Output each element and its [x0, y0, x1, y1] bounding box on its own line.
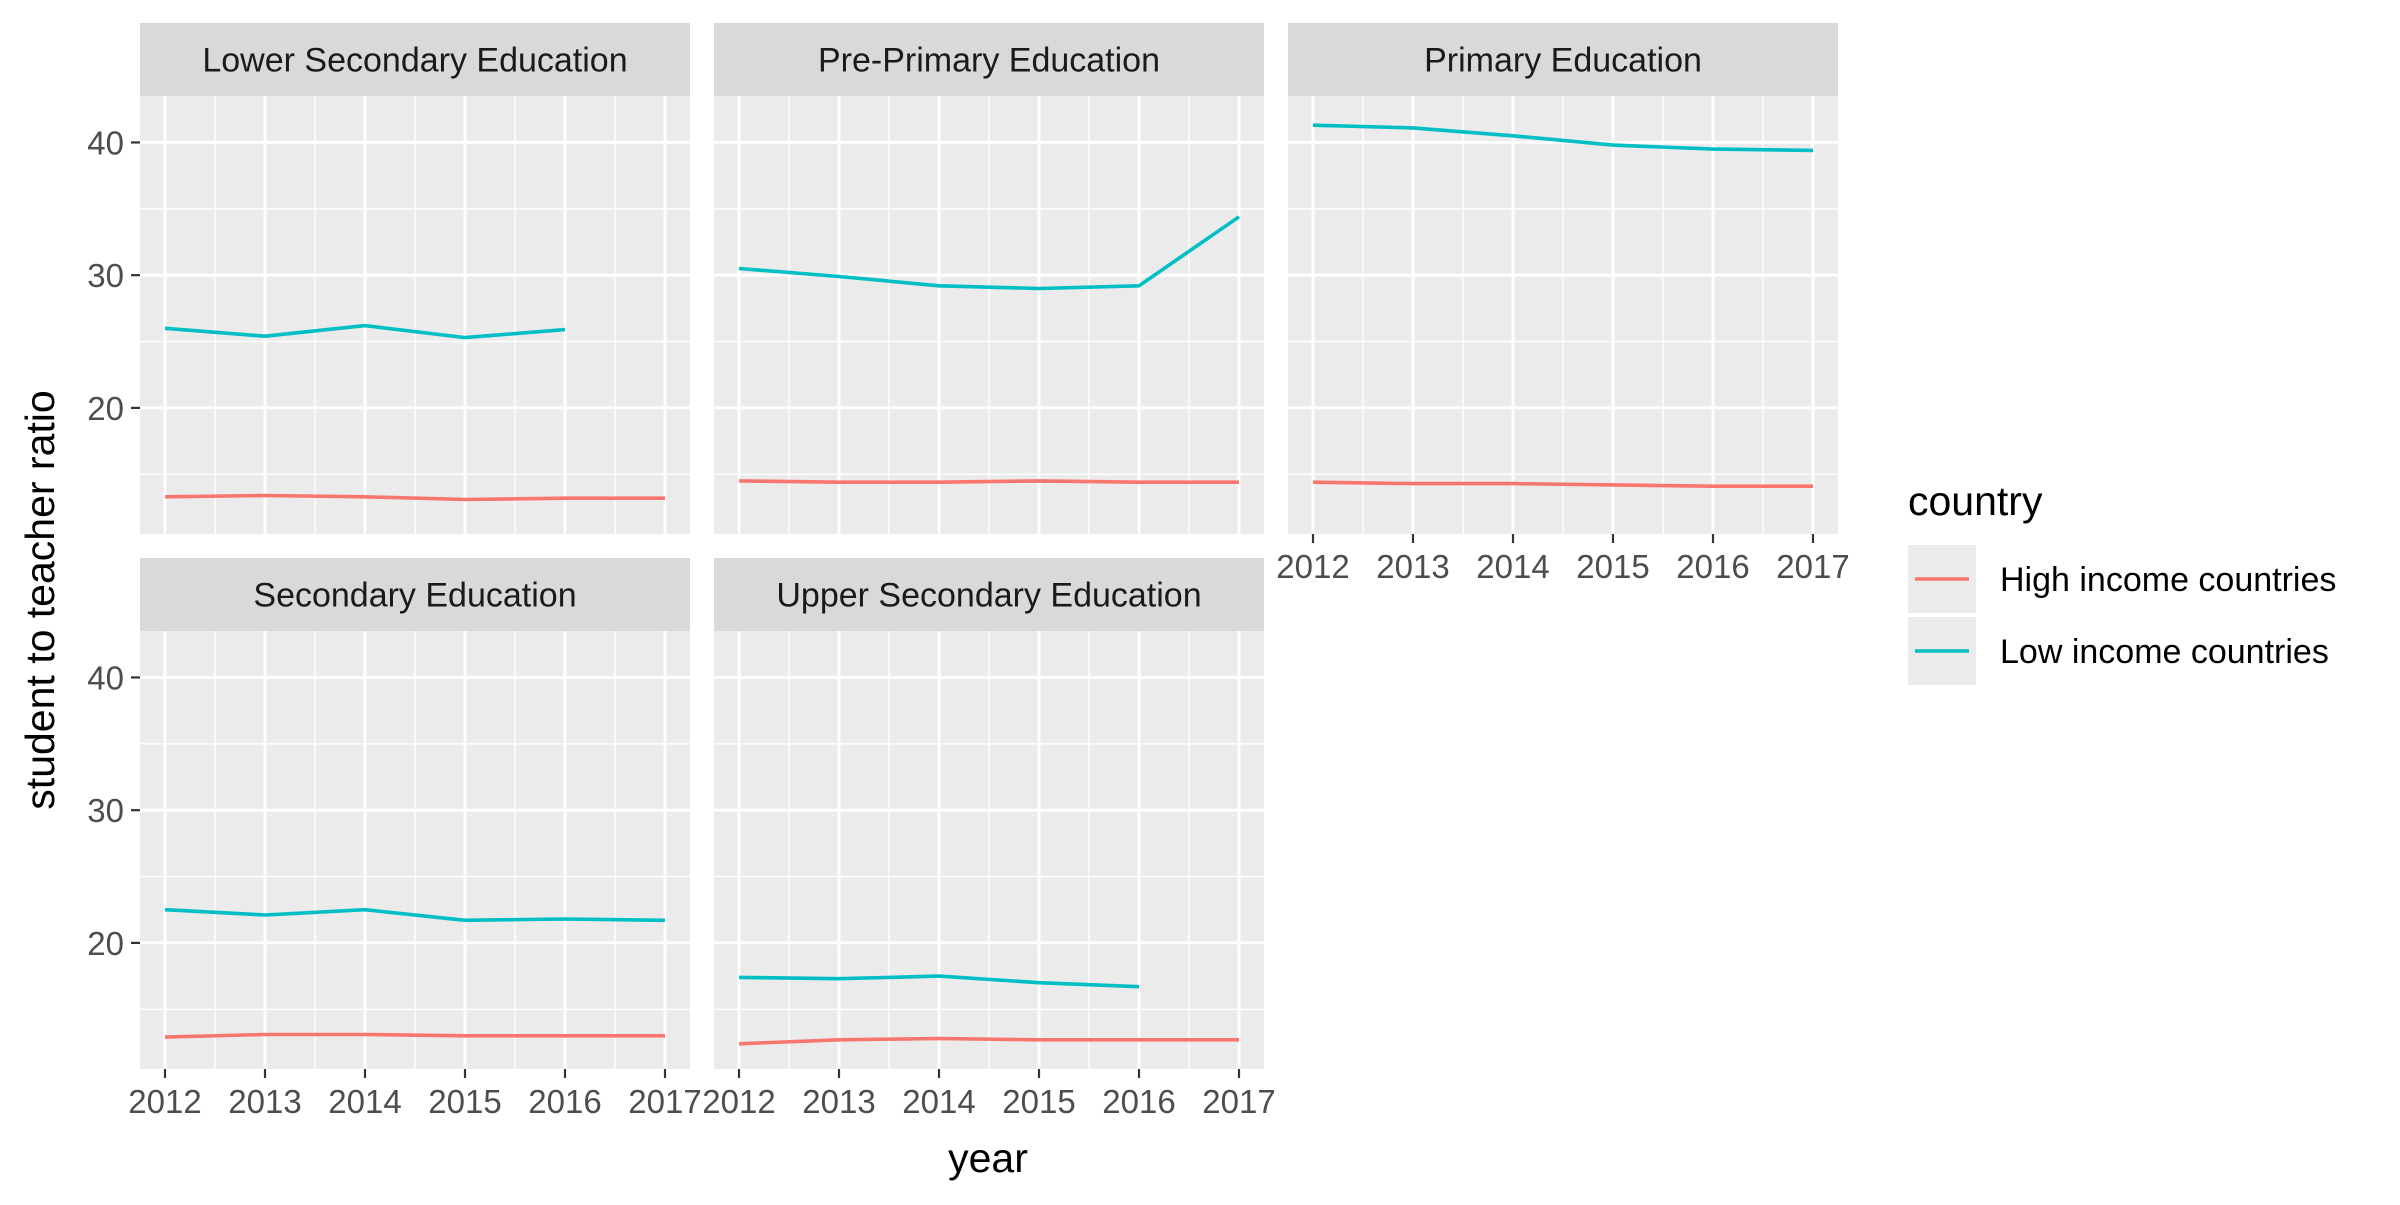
x-tick-label: 2015	[1576, 548, 1649, 585]
panel-title: Primary Education	[1424, 42, 1702, 80]
panel-strip	[1288, 23, 1838, 96]
legend: country High income countries Low income …	[1908, 478, 2336, 685]
x-axis-title: year	[948, 1135, 1028, 1181]
series-line-high-income-countries	[1312, 480, 1813, 489]
x-tick-label: 2012	[1276, 548, 1349, 585]
y-axis-ticks: 20 30 40 20 30 40	[87, 124, 140, 962]
panel-secondary-education: Secondary Education	[140, 558, 690, 1069]
y-tick-label: 20	[87, 925, 124, 962]
x-tick-label: 2017	[628, 1083, 701, 1120]
grid-lines	[714, 96, 1264, 534]
grid-lines	[140, 96, 690, 534]
panel-title: Secondary Education	[253, 577, 576, 615]
panel-pre-primary-education: Pre-Primary Education	[714, 23, 1264, 534]
x-tick-label: 2016	[1102, 1083, 1175, 1120]
legend-title: country	[1908, 478, 2043, 524]
y-tick-label: 40	[87, 124, 124, 161]
y-tick-label: 20	[87, 390, 124, 427]
panel-lower-secondary-education: Lower Secondary Education	[140, 23, 690, 534]
series-line-low-income-countries	[738, 974, 1140, 989]
series-line-high-income-countries	[738, 1036, 1239, 1046]
y-tick-label: 30	[87, 792, 124, 829]
x-tick-label: 2013	[802, 1083, 875, 1120]
x-tick-label: 2016	[1676, 548, 1749, 585]
panel-strip	[140, 23, 690, 96]
x-tick-label: 2017	[1776, 548, 1849, 585]
x-tick-label: 2013	[228, 1083, 301, 1120]
x-tick-label: 2015	[1002, 1083, 1075, 1120]
x-tick-label: 2014	[1476, 548, 1549, 585]
x-tick-label: 2015	[428, 1083, 501, 1120]
panel-strip	[140, 558, 690, 631]
grid-lines	[140, 631, 690, 1069]
panel-upper-secondary-education: Upper Secondary Education	[714, 558, 1264, 1069]
panel-primary-education: Primary Education	[1288, 23, 1838, 534]
series-line-high-income-countries	[164, 1032, 665, 1039]
legend-entry-high-income-countries: High income countries	[1908, 545, 2336, 613]
legend-entries: High income countries Low income countrie…	[1908, 545, 2336, 685]
series-line-low-income-countries	[164, 907, 666, 923]
legend-label: Low income countries	[2000, 633, 2329, 671]
y-tick-label: 40	[87, 659, 124, 696]
x-tick-label: 2012	[702, 1083, 775, 1120]
panel-strip	[714, 23, 1264, 96]
legend-label: High income countries	[2000, 561, 2336, 599]
grid-lines	[1288, 96, 1838, 534]
x-tick-label: 2014	[902, 1083, 975, 1120]
series-line-high-income-countries	[738, 479, 1239, 485]
panels-layer: Lower Secondary Education Pre-Primary Edu…	[140, 23, 1838, 1069]
series-line-low-income-countries	[164, 323, 566, 340]
series-line-low-income-countries	[738, 215, 1241, 291]
panel-strip	[714, 558, 1264, 631]
x-tick-label: 2012	[128, 1083, 201, 1120]
legend-entry-low-income-countries: Low income countries	[1908, 617, 2329, 685]
y-tick-label: 30	[87, 257, 124, 294]
grid-lines	[714, 631, 1264, 1069]
x-tick-label: 2014	[328, 1083, 401, 1120]
x-tick-label: 2017	[1202, 1083, 1275, 1120]
y-axis-title: student to teacher ratio	[17, 390, 63, 809]
series-line-low-income-countries	[1312, 123, 1814, 153]
x-tick-label: 2013	[1376, 548, 1449, 585]
panel-title: Upper Secondary Education	[776, 577, 1201, 615]
panel-title: Pre-Primary Education	[818, 42, 1160, 80]
x-tick-label: 2016	[528, 1083, 601, 1120]
panel-title: Lower Secondary Education	[202, 42, 627, 80]
series-line-high-income-countries	[164, 493, 665, 502]
